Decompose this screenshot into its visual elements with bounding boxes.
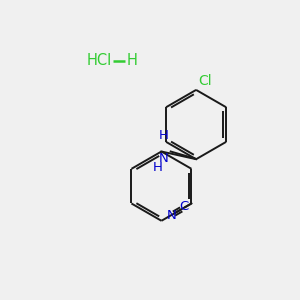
- Text: C: C: [179, 200, 188, 213]
- Text: N: N: [159, 152, 169, 164]
- Text: HCl: HCl: [86, 53, 111, 68]
- Text: N: N: [167, 209, 176, 222]
- Text: Cl: Cl: [198, 74, 212, 88]
- Text: H: H: [159, 129, 169, 142]
- Text: H: H: [127, 53, 138, 68]
- Text: H: H: [153, 161, 163, 174]
